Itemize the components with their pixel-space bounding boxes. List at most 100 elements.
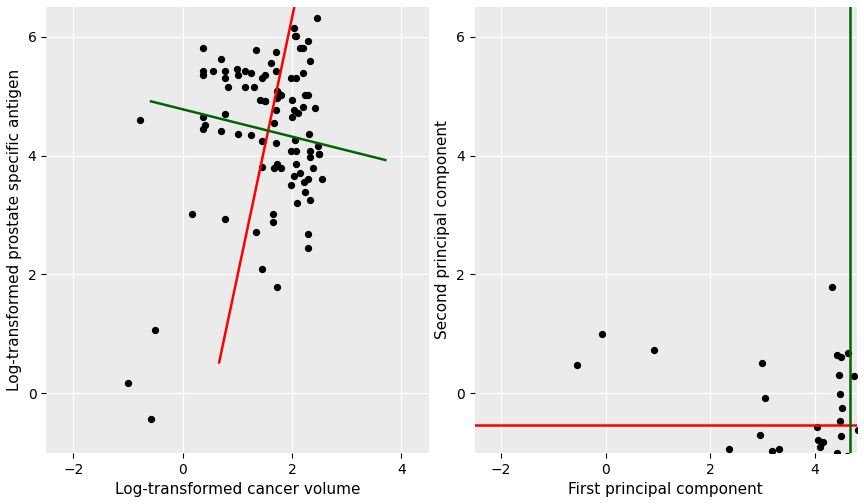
Point — [196, 72, 210, 80]
Point — [289, 32, 302, 40]
Point — [285, 113, 299, 121]
Point — [270, 283, 283, 291]
Point — [296, 103, 310, 111]
Point — [213, 127, 227, 135]
Point — [213, 55, 227, 63]
Point — [289, 136, 302, 144]
Point — [312, 150, 326, 158]
Point — [289, 74, 303, 82]
Point — [196, 44, 210, 52]
Point — [269, 48, 283, 56]
Point — [766, 447, 779, 455]
Point — [269, 68, 283, 76]
Point — [255, 137, 269, 145]
Point — [302, 230, 315, 238]
Point — [247, 83, 261, 91]
Point — [298, 188, 312, 197]
Point — [833, 417, 847, 425]
Point — [841, 349, 854, 357]
Point — [303, 153, 317, 161]
Point — [810, 475, 823, 483]
Point — [810, 423, 824, 431]
Point — [196, 113, 210, 121]
Point — [218, 74, 232, 82]
Point — [296, 44, 310, 52]
Point — [255, 265, 269, 273]
Point — [841, 452, 854, 460]
Point — [269, 105, 283, 113]
Point — [206, 67, 220, 75]
Point — [830, 449, 844, 457]
Point — [570, 361, 584, 369]
Point — [198, 121, 212, 129]
Point — [851, 425, 864, 433]
Point — [267, 164, 281, 172]
Point — [722, 446, 736, 454]
Point — [308, 104, 322, 112]
Point — [258, 72, 272, 80]
Point — [302, 91, 315, 99]
Point — [797, 474, 811, 482]
Point — [250, 228, 264, 236]
Point — [811, 435, 825, 444]
Point — [762, 487, 776, 495]
Point — [258, 97, 272, 105]
Point — [862, 424, 864, 432]
Point — [218, 215, 232, 223]
Point — [144, 415, 158, 423]
Point — [302, 243, 315, 251]
Point — [122, 380, 136, 388]
Point — [287, 171, 301, 179]
Point — [290, 200, 304, 208]
Point — [269, 139, 283, 147]
Point — [297, 91, 311, 99]
Point — [291, 109, 305, 117]
Point — [860, 443, 864, 451]
Point — [831, 456, 845, 464]
Point — [755, 359, 769, 367]
Point — [311, 142, 325, 150]
X-axis label: First principal component: First principal component — [569, 482, 763, 497]
Point — [834, 353, 848, 361]
Point — [816, 437, 829, 446]
Point — [806, 471, 820, 479]
Point — [293, 44, 307, 52]
Point — [813, 489, 827, 497]
Point — [595, 330, 609, 338]
Point — [297, 178, 311, 186]
Point — [758, 395, 772, 403]
Point — [196, 125, 210, 133]
Point — [832, 370, 846, 379]
Point — [834, 480, 848, 488]
Point — [270, 87, 283, 95]
Point — [284, 74, 298, 82]
Point — [267, 119, 281, 127]
Point — [285, 96, 299, 104]
Point — [829, 471, 842, 479]
Point — [647, 346, 661, 354]
Point — [218, 68, 232, 76]
Point — [293, 168, 307, 176]
Point — [848, 371, 861, 380]
Point — [253, 96, 267, 104]
Point — [820, 458, 834, 466]
Point — [710, 465, 724, 473]
Point — [302, 175, 315, 183]
Point — [264, 59, 277, 68]
Point — [830, 351, 844, 359]
Point — [256, 75, 270, 83]
Point — [231, 130, 245, 138]
Point — [196, 68, 210, 76]
Point — [824, 283, 838, 291]
X-axis label: Log-transformed cancer volume: Log-transformed cancer volume — [115, 482, 360, 497]
Point — [302, 130, 316, 138]
Point — [848, 465, 862, 473]
Point — [309, 14, 323, 22]
Point — [266, 218, 280, 226]
Point — [289, 160, 303, 168]
Point — [274, 91, 288, 99]
Point — [834, 432, 848, 440]
Point — [753, 431, 766, 439]
Point — [835, 470, 848, 478]
Point — [270, 160, 283, 168]
